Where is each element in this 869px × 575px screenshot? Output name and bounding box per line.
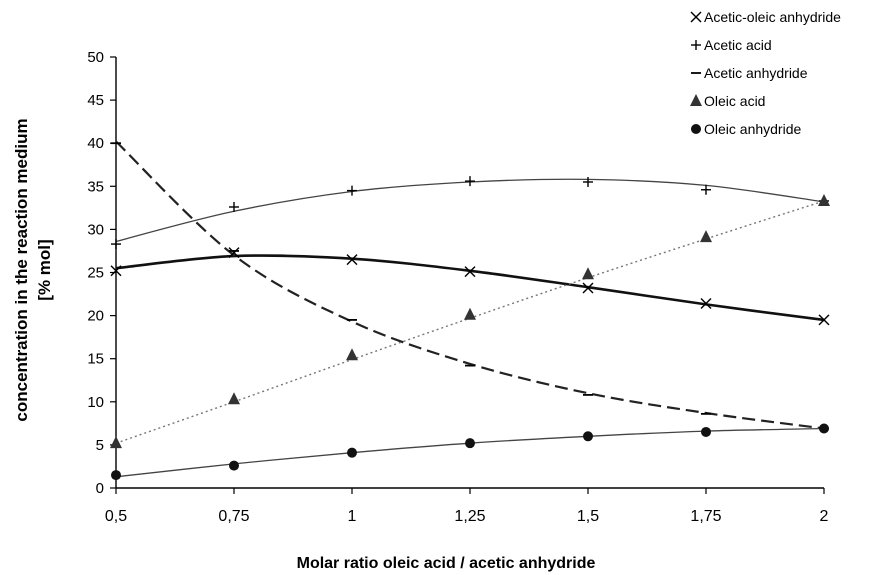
data-point-acetic-oleic-anhydride <box>110 265 122 277</box>
y-tick-label: 5 <box>96 437 104 454</box>
y-tick-label: 0 <box>96 480 104 497</box>
data-point-acetic-acid <box>229 201 239 212</box>
legend-item-oleic-acid: Oleic acid <box>690 93 765 109</box>
legend-item-oleic-anhydride: Oleic anhydride <box>691 121 801 137</box>
legend: Acetic-oleic anhydride Acetic acid Acetic … <box>690 9 841 137</box>
data-point-acetic-acid <box>701 184 711 195</box>
x-tick-label: 1,25 <box>454 508 485 525</box>
data-point-acetic-acid <box>111 239 121 250</box>
data-point-acetic-oleic-anhydride <box>700 298 712 310</box>
data-point-oleic-anhydride <box>465 438 475 449</box>
data-point-acetic-acid <box>347 185 357 196</box>
legend-label-acetic-oleic-anhydride: Acetic-oleic anhydride <box>704 9 841 25</box>
data-point-oleic-anhydride <box>819 423 829 434</box>
y-tick-label: 10 <box>87 394 104 411</box>
data-point-oleic-acid <box>818 193 830 206</box>
x-tick-label: 0,75 <box>218 508 249 525</box>
data-point-oleic-acid <box>582 267 594 280</box>
data-point-oleic-anhydride <box>701 426 711 437</box>
y-axis-label-line-1: concentration in the reaction medium <box>12 118 31 421</box>
data-point-acetic-oleic-anhydride <box>582 282 594 294</box>
legend-marker-acetic-oleic-anhydride <box>690 11 702 23</box>
data-point-oleic-anhydride <box>229 460 239 471</box>
data-point-oleic-anhydride <box>111 470 121 481</box>
y-axis-label-line-2: [% mol] <box>35 239 54 300</box>
x-axis-label: Molar ratio oleic acid / acetic anhydrid… <box>297 555 596 572</box>
series-line-oleic-anhydride <box>115 427 825 478</box>
y-tick-label: 15 <box>87 351 104 368</box>
data-point-oleic-acid <box>464 307 476 320</box>
x-tick-label: 0,5 <box>105 508 127 525</box>
data-markers <box>110 142 830 481</box>
x-tick-label: 1,75 <box>690 508 721 525</box>
y-tick-label: 20 <box>87 308 104 325</box>
data-point-oleic-acid <box>346 348 358 361</box>
legend-item-acetic-acid: Acetic acid <box>691 37 772 53</box>
y-tick-label: 35 <box>87 178 104 195</box>
data-point-oleic-acid <box>228 392 240 405</box>
x-tick-label: 1,5 <box>577 508 599 525</box>
data-point-acetic-acid <box>465 176 475 187</box>
legend-label-oleic-acid: Oleic acid <box>704 93 765 109</box>
y-tick-label: 50 <box>87 49 104 66</box>
legend-item-acetic-anhydride: Acetic anhydride <box>691 65 808 81</box>
data-point-oleic-acid <box>700 230 712 243</box>
series-line-acetic-acid <box>115 178 825 243</box>
y-tick-label: 25 <box>87 265 104 282</box>
x-tick-label: 2 <box>820 508 829 525</box>
legend-marker-acetic-acid <box>691 40 701 50</box>
data-point-acetic-oleic-anhydride <box>346 254 358 266</box>
x-tick-label: 1 <box>348 508 357 525</box>
data-point-acetic-oleic-anhydride <box>818 314 830 326</box>
legend-label-oleic-anhydride: Oleic anhydride <box>704 121 801 137</box>
data-point-oleic-anhydride <box>583 431 593 442</box>
data-point-acetic-oleic-anhydride <box>464 266 476 278</box>
legend-label-acetic-acid: Acetic acid <box>704 37 772 53</box>
legend-marker-oleic-acid <box>690 94 702 106</box>
data-point-oleic-acid <box>110 436 122 449</box>
data-point-acetic-acid <box>583 176 593 187</box>
legend-label-acetic-anhydride: Acetic anhydride <box>704 65 808 81</box>
legend-marker-oleic-anhydride <box>691 124 701 134</box>
y-tick-label: 40 <box>87 135 104 152</box>
y-tick-label: 45 <box>87 92 104 109</box>
series-line-oleic-acid <box>115 200 825 444</box>
y-tick-label: 30 <box>87 221 104 238</box>
data-point-oleic-anhydride <box>347 447 357 458</box>
legend-item-acetic-oleic-anhydride: Acetic-oleic anhydride <box>690 9 841 25</box>
data-point-acetic-oleic-anhydride <box>228 247 240 259</box>
